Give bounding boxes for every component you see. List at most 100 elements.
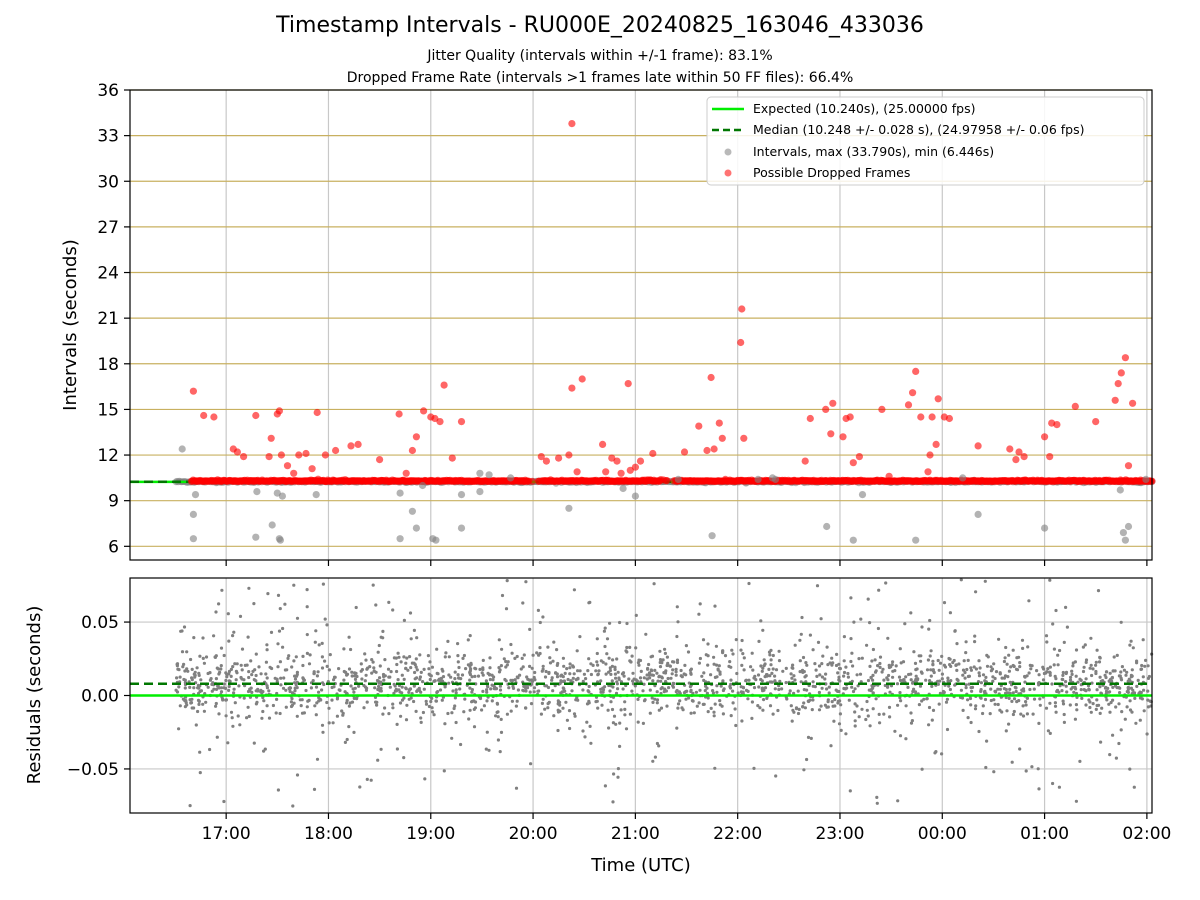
dropped-frame-point — [737, 338, 745, 347]
residual-point — [377, 684, 381, 689]
residual-point — [295, 686, 299, 690]
outlier-interval-point — [476, 469, 484, 477]
residual-point — [1024, 700, 1028, 704]
dropped-frame-point — [822, 405, 830, 413]
residual-point — [419, 720, 423, 725]
residual-point — [731, 701, 735, 705]
residual-point — [181, 665, 185, 669]
residual-point — [852, 620, 856, 624]
residual-point — [689, 688, 693, 692]
residual-point — [701, 702, 705, 707]
residual-point — [798, 638, 802, 642]
residual-point — [837, 689, 841, 694]
residual-point — [928, 654, 932, 658]
residual-point — [182, 625, 187, 629]
residual-point — [409, 666, 413, 670]
residual-point — [490, 673, 494, 677]
residual-point — [1146, 698, 1150, 702]
residual-point — [536, 689, 540, 693]
residual-point — [1146, 705, 1150, 709]
residual-point — [283, 668, 287, 672]
residual-point — [396, 651, 400, 655]
residual-point — [940, 654, 944, 659]
residual-point — [283, 602, 287, 606]
residual-point — [1061, 673, 1065, 678]
residual-point — [946, 679, 950, 683]
residual-point — [541, 697, 545, 701]
residual-point — [489, 687, 493, 691]
residual-point — [412, 699, 416, 704]
residual-point — [402, 756, 406, 760]
residual-point — [464, 667, 468, 671]
residual-point — [215, 666, 219, 670]
residual-point — [978, 666, 982, 670]
residual-point — [1024, 769, 1028, 773]
legend-expected-label: Expected (10.240s), (25.00000 fps) — [753, 101, 975, 116]
residual-point — [398, 690, 402, 694]
residual-point — [801, 705, 805, 709]
residual-point — [925, 668, 930, 672]
residual-point — [931, 659, 935, 663]
residual-point — [631, 671, 635, 675]
residual-point — [1006, 675, 1010, 679]
residual-point — [1052, 647, 1056, 651]
residual-point — [399, 660, 403, 664]
residual-point — [462, 710, 466, 714]
residual-point — [219, 690, 224, 694]
residual-point — [898, 678, 903, 683]
residual-point — [454, 691, 458, 695]
residual-point — [561, 675, 565, 679]
residual-point — [434, 699, 438, 703]
residual-point — [835, 652, 839, 657]
residual-point — [613, 672, 618, 676]
residual-point — [503, 677, 507, 682]
residual-point — [583, 735, 587, 739]
residual-point — [985, 664, 990, 668]
residual-point — [247, 675, 251, 680]
residual-point — [1136, 678, 1140, 683]
residual-point — [791, 666, 795, 670]
residual-point — [364, 673, 368, 677]
residual-point — [320, 723, 325, 727]
residual-point — [868, 664, 872, 669]
jitter-quality-subtitle: Jitter Quality (intervals within +/-1 fr… — [427, 48, 773, 64]
residual-point — [450, 736, 454, 740]
residual-point — [929, 649, 933, 653]
residual-point — [944, 700, 949, 704]
residual-point — [428, 660, 432, 664]
residual-point — [1007, 653, 1011, 657]
residual-point — [328, 653, 332, 657]
x-tick-label: 18:00 — [304, 824, 353, 844]
residual-point — [884, 581, 888, 585]
residual-point — [246, 689, 251, 694]
outlier-interval-point — [419, 481, 427, 490]
residual-point — [375, 703, 379, 707]
residual-point — [552, 640, 556, 644]
residual-point — [240, 647, 245, 651]
dropped-frame-point — [448, 454, 456, 462]
residual-point — [721, 649, 725, 653]
residual-point — [374, 603, 378, 607]
residual-point — [500, 647, 504, 651]
residual-point — [717, 664, 721, 668]
residual-point — [607, 656, 611, 660]
residual-point — [395, 662, 399, 667]
residual-point — [514, 704, 519, 708]
residual-point — [183, 705, 187, 709]
residual-point — [837, 722, 842, 726]
residual-point — [859, 617, 863, 621]
residual-point — [1119, 728, 1123, 732]
residual-point — [410, 661, 414, 665]
residual-point — [608, 668, 613, 673]
residual-point — [713, 702, 717, 706]
residual-point — [1056, 653, 1060, 657]
residual-point — [784, 666, 788, 671]
residual-point — [596, 663, 600, 667]
residual-point — [898, 734, 903, 738]
residual-point — [217, 712, 221, 716]
residual-point — [692, 711, 696, 715]
residual-point — [808, 633, 813, 637]
residual-point — [314, 685, 319, 689]
residual-point — [529, 762, 533, 766]
residual-point — [842, 670, 847, 675]
